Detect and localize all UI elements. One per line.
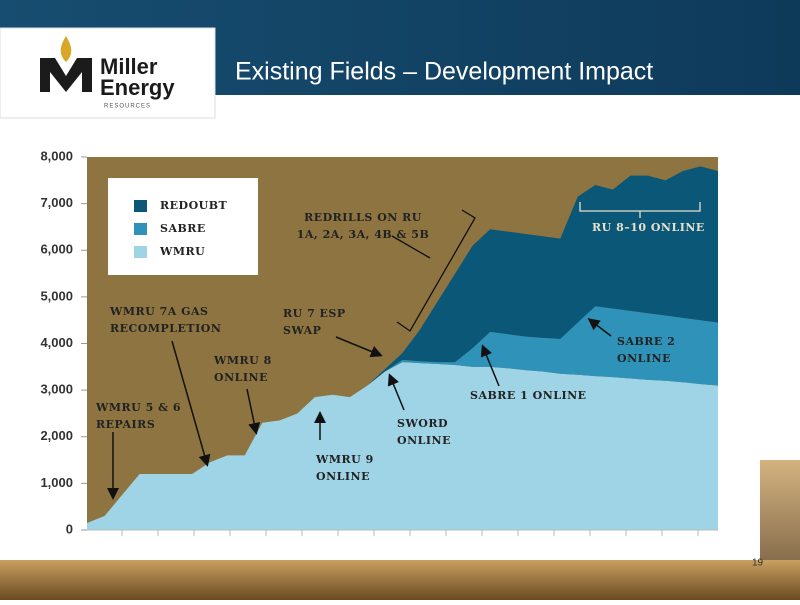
annotation: RU 7 ESP: [283, 307, 346, 320]
area: [87, 362, 718, 530]
annotation: REDRILLS ON RU: [304, 211, 422, 224]
legend-box: [108, 178, 258, 275]
page-number: 19: [752, 558, 764, 569]
annotation: ONLINE: [397, 434, 451, 447]
legend-swatch: [134, 246, 147, 258]
annotation: ONLINE: [617, 352, 671, 365]
bracket: [396, 209, 476, 332]
annotation: RECOMPLETION: [110, 322, 221, 335]
legend-swatch: [134, 223, 147, 235]
legend-label: WMRU: [159, 245, 205, 258]
annotation-arrow: [171, 340, 211, 467]
annotation: 1A, 2A, 3A, 4B & 5B: [297, 228, 430, 241]
side-texture: [760, 460, 800, 560]
area: [87, 166, 718, 524]
logo-text: Miller: [100, 54, 158, 79]
y-tick-label: 3,000: [40, 382, 73, 397]
annotation: REPAIRS: [96, 418, 155, 431]
y-tick-label: 8,000: [40, 148, 73, 163]
annotation: WMRU 8: [213, 354, 272, 367]
legend-label: SABRE: [160, 222, 206, 235]
y-tick-label: 6,000: [40, 242, 73, 257]
legend-swatch: [134, 200, 147, 212]
annotation: ONLINE: [214, 371, 268, 384]
area: [87, 306, 718, 524]
annotation-arrow: [387, 373, 405, 411]
annotation: WMRU 9: [315, 453, 374, 466]
annotation-arrow: [480, 344, 500, 387]
annotation: WMRU 5 & 6: [95, 401, 181, 414]
y-tick-label: 5,000: [40, 288, 73, 303]
annotation-arrow: [246, 388, 261, 435]
annotation: SWORD: [397, 417, 448, 430]
annotation: ONLINE: [316, 470, 370, 483]
annotation-arrow: [587, 318, 612, 337]
y-tick-label: 2,000: [40, 428, 73, 443]
logo-subtext: RESOURCES: [104, 104, 151, 110]
chart: 0 1,000 2,000 3,000 4,000 5,000 6,000 7,000 8,00…: [40, 148, 718, 536]
annotation: WMRU 7A GAS: [109, 305, 208, 318]
y-tick-label: 0: [66, 521, 73, 536]
y-tick-label: 4,000: [40, 335, 73, 350]
annotation: SWAP: [283, 324, 321, 337]
logo-box: [0, 27, 216, 119]
annotation-arrow: [335, 336, 383, 358]
annotation: RU 8–10 ONLINE: [592, 221, 705, 234]
footer-texture: [0, 560, 800, 600]
y-tick-label: 7,000: [40, 195, 73, 210]
annotation: SABRE 2: [617, 335, 675, 348]
bracket-tick: [391, 235, 431, 259]
logo-mark: [40, 58, 92, 92]
logo-flame: [60, 36, 72, 62]
annotation: SABRE 1 ONLINE: [470, 389, 587, 402]
slide-title: Existing Fields – Development Impact: [235, 58, 653, 86]
legend-label: REDOUBT: [160, 199, 228, 212]
y-tick-label: 1,000: [40, 475, 73, 490]
logo-text: Energy: [100, 75, 175, 100]
